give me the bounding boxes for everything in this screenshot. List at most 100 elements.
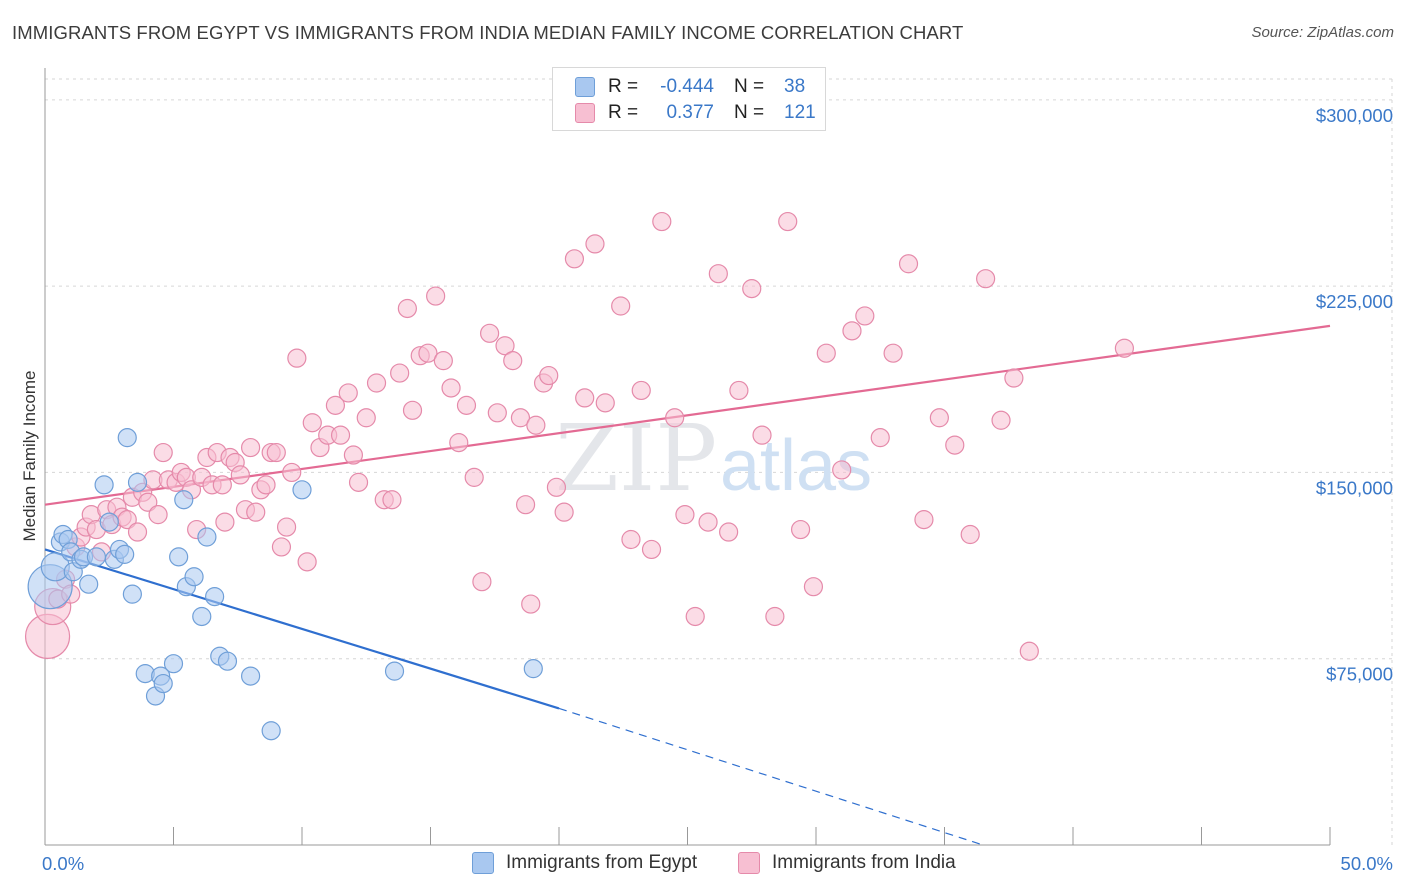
india-point [742, 279, 762, 299]
legend-r-label: R = [608, 76, 639, 97]
egypt-point [197, 527, 217, 547]
india-point [595, 393, 615, 413]
india-point [752, 425, 772, 445]
india-point [675, 505, 695, 525]
india-point [271, 537, 292, 557]
india-point [554, 502, 574, 522]
y-tick-label: $300,000 [1316, 105, 1393, 126]
india-point [585, 234, 605, 254]
egypt-point [94, 475, 114, 495]
india-point [338, 383, 358, 403]
india-point [418, 343, 438, 363]
india-point [698, 512, 718, 532]
india-point [898, 254, 919, 274]
india-point [665, 408, 685, 428]
india-point [832, 460, 852, 480]
india-point [575, 388, 595, 408]
egypt-point [184, 567, 204, 587]
axes-layer: $75,000 $150,000 $225,000 $300,000 0.0% 50.0% [42, 68, 1393, 874]
india-swatch [575, 103, 595, 123]
india-point [503, 351, 523, 371]
trend-layer [44, 324, 1331, 846]
india-point [153, 442, 173, 463]
egypt-point [115, 544, 135, 564]
india-point [148, 505, 168, 525]
y-tick-label: $150,000 [1316, 477, 1393, 498]
india-point [546, 477, 567, 497]
india-point [230, 465, 250, 485]
india-point [960, 524, 980, 545]
india-point [708, 264, 728, 284]
india-point [246, 502, 266, 522]
egypt-point [217, 651, 238, 671]
india-point [366, 373, 387, 393]
india-point [472, 572, 492, 592]
legend-r-value: -0.444 [660, 76, 714, 97]
chart-title: IMMIGRANTS FROM EGYPT VS IMMIGRANTS FROM… [12, 22, 964, 43]
india-point [276, 517, 297, 537]
egypt-point [79, 574, 99, 594]
india-trend-line [44, 324, 1331, 506]
india-legend-label: Immigrants from India [772, 852, 956, 873]
egypt-swatch [575, 77, 595, 97]
x-tick-label-min: 0.0% [42, 853, 84, 874]
egypt-point [86, 547, 107, 567]
india-point [138, 492, 158, 512]
india-point [685, 606, 705, 627]
india-point [297, 552, 317, 572]
egypt-trend-extension [558, 707, 984, 846]
india-point [631, 380, 651, 401]
india-point [256, 475, 276, 495]
india-point [464, 467, 484, 487]
grid-layer [45, 78, 1393, 845]
india-point [719, 522, 739, 542]
india-point [803, 577, 824, 597]
legend-n-label: N = [734, 76, 765, 97]
india-point [215, 512, 235, 532]
india-point [456, 395, 477, 415]
india-point [842, 321, 862, 341]
india-point [526, 415, 546, 435]
y-tick-label: $225,000 [1316, 291, 1393, 312]
legend-n-value: 121 [784, 102, 816, 123]
y-axis-label: Median Family Income [20, 370, 39, 541]
egypt-point [261, 721, 281, 741]
egypt-point [99, 512, 119, 532]
egypt-point [205, 587, 225, 607]
y-tick-label: $75,000 [1326, 664, 1393, 685]
egypt-point [169, 547, 189, 567]
legend-r-label: R = [608, 102, 639, 123]
india-point [433, 351, 453, 371]
watermark: ZIP atlas [555, 405, 872, 512]
india-point [621, 529, 641, 550]
india-point [402, 400, 423, 420]
india-point [611, 296, 631, 316]
egypt-point [163, 654, 184, 674]
india-point [212, 475, 232, 495]
india-point [1019, 641, 1039, 661]
india-point [929, 408, 949, 428]
bottom-legend-india: Immigrants from India [738, 852, 956, 874]
legend-row-egypt: R = -0.444 N = 38 [575, 74, 805, 100]
india-point [325, 395, 346, 415]
india-point [480, 323, 500, 343]
india-point [302, 413, 322, 433]
points-layer [24, 211, 1135, 741]
india-point [816, 343, 836, 363]
india-point [652, 211, 672, 232]
india-point [976, 269, 996, 289]
source-label: Source: ZipAtlas.com [1251, 24, 1394, 41]
egypt-point [384, 661, 405, 681]
india-point [515, 495, 536, 515]
legend-row-india: R = 0.377 N = 121 [575, 100, 816, 126]
bottom-legend-egypt: Immigrants from Egypt [472, 852, 697, 874]
egypt-point [192, 606, 212, 627]
india-point [765, 606, 785, 627]
india-point [287, 348, 307, 368]
india-point [343, 445, 363, 465]
india-point [1004, 368, 1024, 388]
india-point [487, 403, 507, 423]
egypt-trend-line [44, 548, 560, 710]
india-point [495, 336, 515, 356]
